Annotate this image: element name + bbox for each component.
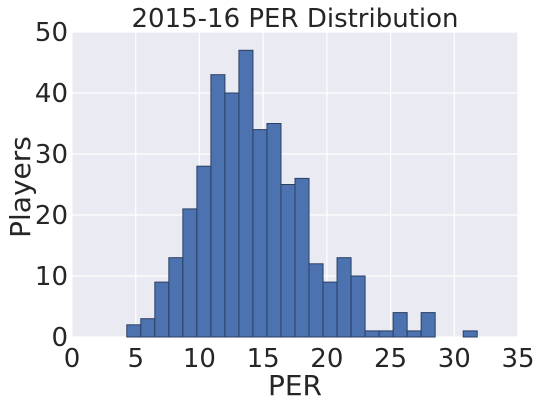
histogram-bar	[126, 324, 142, 338]
histogram-bar	[392, 312, 408, 338]
histogram-bar	[294, 177, 310, 338]
histogram-bar	[210, 74, 226, 338]
x-tick-label: 20	[310, 344, 343, 374]
y-tick-label: 0	[51, 323, 68, 353]
y-axis-ticks: 0 10 20 30 40 50	[35, 18, 68, 353]
histogram-bar	[462, 330, 478, 338]
histogram-bar	[182, 208, 198, 338]
histogram-bar	[168, 257, 184, 338]
histogram-bar	[196, 165, 212, 338]
y-axis-label: Players	[4, 136, 37, 238]
x-tick-label: 30	[438, 344, 471, 374]
x-tick-label: 10	[183, 344, 216, 374]
histogram-bar	[154, 281, 170, 338]
histogram-bar	[308, 263, 324, 338]
y-tick-label: 50	[35, 18, 68, 48]
x-tick-label: 15	[247, 344, 280, 374]
histogram-bar	[252, 129, 268, 338]
x-tick-label: 5	[127, 344, 144, 374]
histogram-bar	[224, 92, 240, 338]
x-axis-ticks: 0 5 10 15 20 25 30 35	[64, 344, 535, 374]
histogram-bar	[266, 123, 282, 338]
histogram-bar	[350, 275, 366, 338]
x-tick-label: 25	[374, 344, 407, 374]
histogram-bar	[420, 312, 436, 338]
y-tick-label: 30	[35, 140, 68, 170]
histogram-bar	[140, 318, 156, 338]
histogram-bar	[364, 330, 380, 338]
y-tick-label: 20	[35, 201, 68, 231]
y-tick-label: 40	[35, 79, 68, 109]
histogram-bar	[280, 184, 296, 338]
histogram-bar	[406, 330, 422, 338]
y-tick-label: 10	[35, 262, 68, 292]
histogram-bar	[238, 49, 254, 338]
bars	[126, 49, 478, 338]
histogram-bar	[336, 257, 352, 338]
chart-title: 2015-16 PER Distribution	[131, 4, 458, 34]
x-tick-label: 0	[64, 344, 81, 374]
x-tick-label: 35	[501, 344, 534, 374]
x-axis-label: PER	[268, 369, 322, 402]
histogram-bar	[322, 281, 338, 338]
histogram-bar	[378, 330, 394, 338]
